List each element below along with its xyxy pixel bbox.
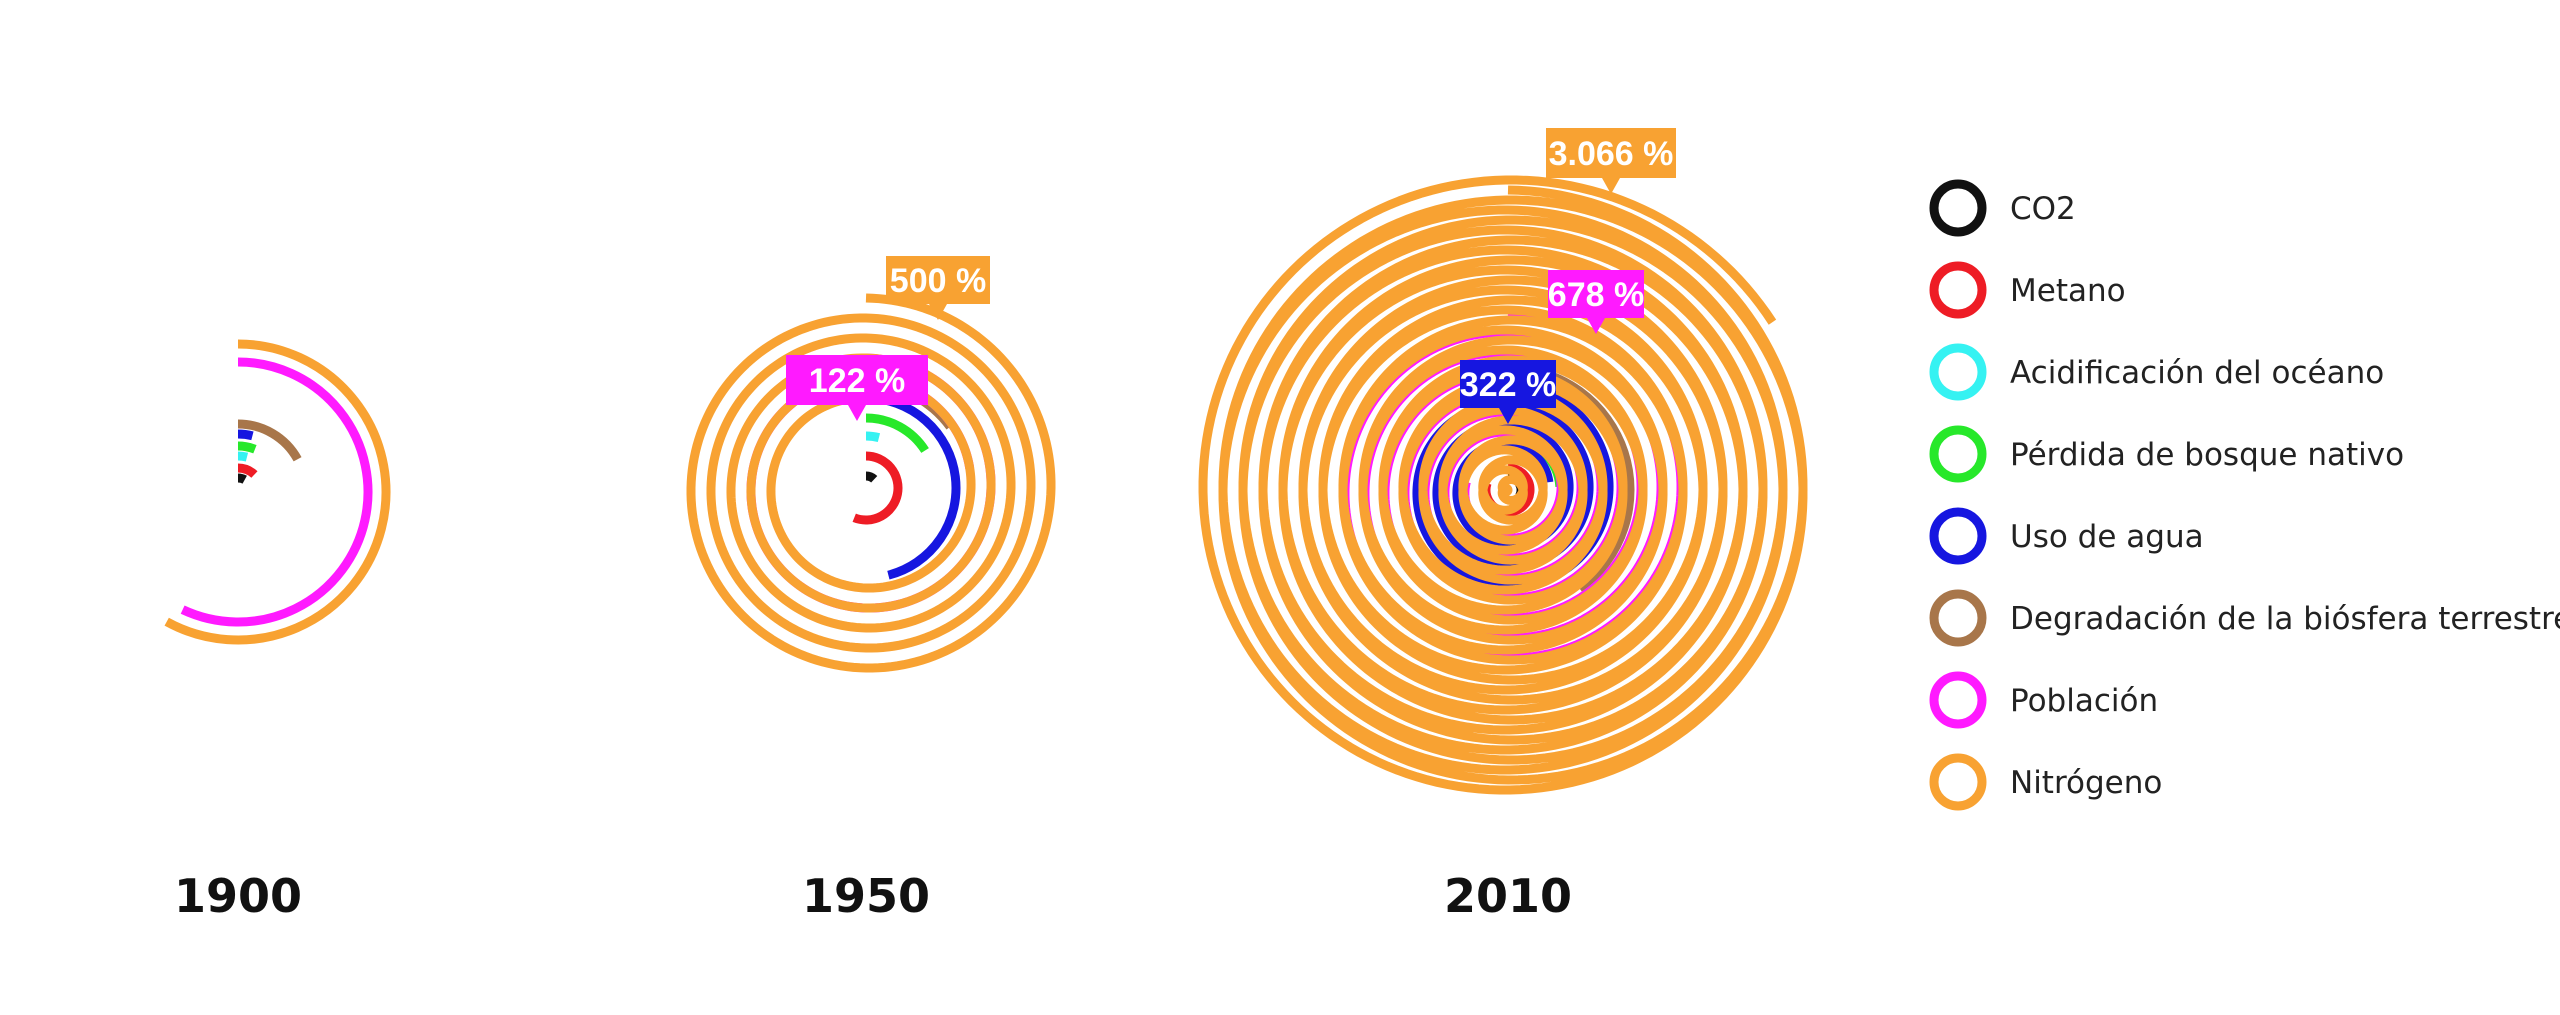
callout-poblacion-2010: 678 % bbox=[1548, 270, 1644, 334]
callout-box bbox=[1460, 360, 1556, 408]
callout-pointer bbox=[848, 405, 866, 421]
legend-swatch bbox=[1929, 507, 1987, 565]
year-label-1900: 1900 bbox=[174, 869, 302, 923]
legend-item-nitrogeno: Nitrógeno bbox=[1929, 753, 2162, 811]
callout-pointer bbox=[1587, 318, 1605, 334]
spiral-nitrogeno-1900 bbox=[164, 339, 391, 645]
callout-agua-2010: 322 % bbox=[1460, 360, 1556, 424]
legend-swatch bbox=[1929, 753, 1987, 811]
spiral-bosque-1950 bbox=[865, 413, 929, 454]
spiral-acidificacion-1900 bbox=[237, 451, 249, 462]
legend-label: Población bbox=[2010, 683, 2158, 719]
callout-box bbox=[786, 355, 928, 405]
legend-item-agua: Uso de agua bbox=[1929, 507, 2204, 565]
spiral-poblacion-1900 bbox=[180, 357, 373, 627]
legend-swatch bbox=[1929, 425, 1987, 483]
legend-swatch bbox=[1929, 261, 1987, 319]
spiral-agua-1900 bbox=[237, 429, 254, 441]
callout-poblacion-1950: 122 % bbox=[786, 355, 928, 421]
callout-box bbox=[1548, 270, 1644, 318]
spiral-bosque-1900 bbox=[237, 441, 257, 454]
legend-swatch bbox=[1929, 589, 1987, 647]
spiral-agua-1950 bbox=[865, 393, 961, 580]
spiral-co2-1900 bbox=[237, 473, 247, 484]
legend-item-biosfera: Degradación de la biósfera terrestre bbox=[1929, 589, 2560, 647]
callout-label: 322 % bbox=[1460, 366, 1556, 404]
legend-swatch bbox=[1929, 343, 1987, 401]
legend-label: Nitrógeno bbox=[2010, 765, 2162, 801]
spiral-biosfera-1900 bbox=[237, 419, 302, 462]
legend-swatch bbox=[1929, 671, 1987, 729]
spiral-acidificacion-1950 bbox=[865, 431, 881, 443]
panel-2010: 322 % 678 % 3.066 % 2010 bbox=[1198, 128, 1808, 923]
callout-label: 678 % bbox=[1548, 276, 1644, 314]
callout-label: 3.066 % bbox=[1549, 135, 1674, 173]
spiral-metano-1950 bbox=[852, 451, 903, 525]
callout-pointer bbox=[1602, 178, 1620, 194]
year-label-1950: 1950 bbox=[802, 869, 930, 923]
legend-label: Uso de agua bbox=[2010, 519, 2204, 555]
legend-swatch bbox=[1929, 179, 1987, 237]
legend-label: Degradación de la biósfera terrestre bbox=[2010, 601, 2560, 637]
callout-box bbox=[1546, 128, 1676, 178]
spiral-metano-1900 bbox=[237, 463, 258, 478]
spiral-agua-2010 bbox=[1412, 379, 1614, 591]
year-label-2010: 2010 bbox=[1444, 869, 1572, 923]
legend-item-co2: CO2 bbox=[1929, 179, 2076, 237]
legend-item-poblacion: Población bbox=[1929, 671, 2158, 729]
spiral-nitrogeno-2010 bbox=[1198, 175, 1808, 795]
legend-item-acidificacion: Acidificación del océano bbox=[1929, 343, 2384, 401]
callout-nitrogeno-1950: 500 % bbox=[886, 256, 990, 320]
spiral-co2-1950 bbox=[865, 471, 878, 483]
panel-1950: 122 % 500 % 1950 bbox=[686, 256, 1056, 923]
legend-item-bosque: Pérdida de bosque nativo bbox=[1929, 425, 2404, 483]
legend-item-metano: Metano bbox=[1929, 261, 2126, 319]
panel-1900: 1900 bbox=[164, 339, 391, 923]
callout-label: 500 % bbox=[890, 262, 986, 300]
legend: CO2 Metano Acidificación del océano Pérdida… bbox=[1929, 179, 2560, 811]
callout-nitrogeno-2010: 3.066 % bbox=[1546, 128, 1676, 194]
legend-label: Pérdida de bosque nativo bbox=[2010, 437, 2404, 473]
callout-box bbox=[886, 256, 990, 304]
callout-pointer bbox=[1499, 408, 1517, 424]
spiral-nitrogeno-1950 bbox=[686, 293, 1056, 673]
legend-label: Metano bbox=[2010, 273, 2126, 309]
legend-label: Acidificación del océano bbox=[2010, 355, 2384, 391]
callout-label: 122 % bbox=[809, 362, 905, 400]
legend-label: CO2 bbox=[2010, 191, 2076, 227]
callout-pointer bbox=[929, 304, 947, 320]
panels-layer: 1900 122 % 500 % 1950 322 % 678 % 3.066 % 2010 bbox=[164, 128, 1808, 923]
